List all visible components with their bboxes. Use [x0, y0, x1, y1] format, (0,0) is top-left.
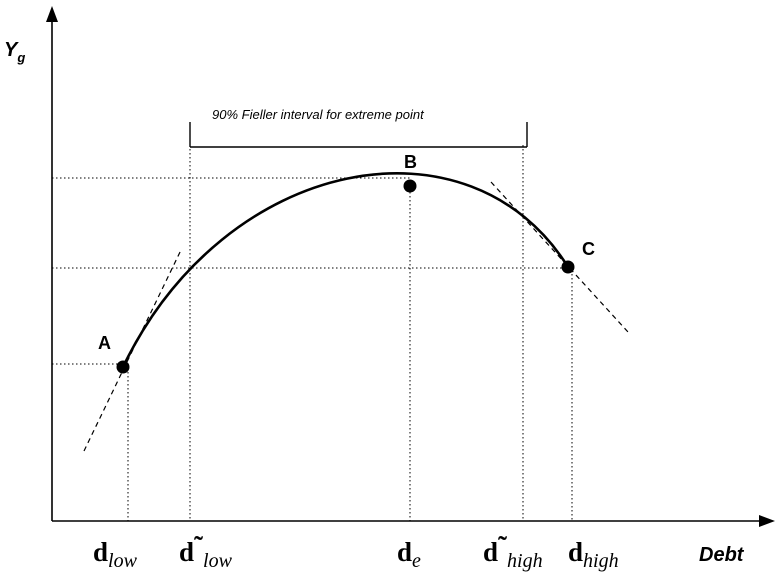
point-label-A: A: [98, 333, 111, 353]
tick-label-d-tilde-low: d˜low: [179, 531, 233, 572]
point-label-B: B: [404, 152, 417, 172]
y-axis-arrowhead: [46, 6, 58, 22]
tick-label-d-e: de: [397, 537, 421, 572]
point-label-C: C: [582, 239, 595, 259]
tick-label-d-tilde-high: d˜high: [483, 531, 543, 572]
point-B: [403, 179, 417, 193]
y-axis-title: Yg: [4, 39, 25, 65]
tangent-at-C: [490, 181, 629, 333]
x-axis-title: Debt: [699, 544, 745, 566]
x-axis-arrowhead: [759, 515, 775, 527]
point-C: [561, 260, 575, 274]
tick-label-d-high: dhigh: [568, 537, 619, 572]
interval-label: 90% Fieller interval for extreme point: [212, 107, 425, 122]
growth-debt-curve: [121, 172, 570, 368]
tick-label-d-low: dlow: [93, 537, 138, 572]
point-A: [116, 360, 130, 374]
